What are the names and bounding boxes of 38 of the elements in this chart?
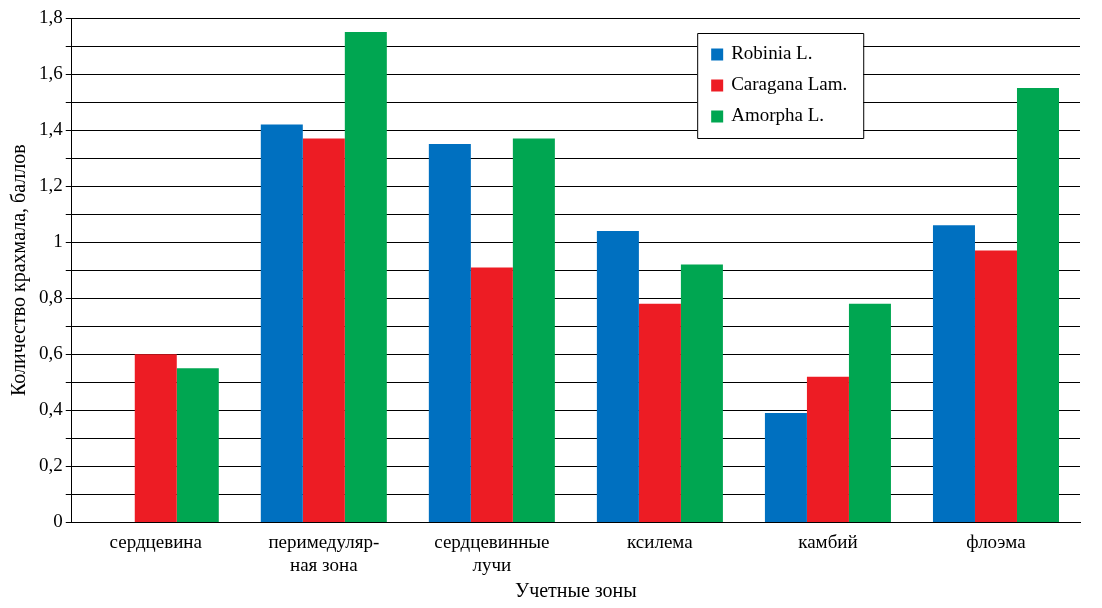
x-axis-title: Учетные зоны [514, 579, 637, 602]
x-tick-label: сердцевина [109, 530, 203, 552]
bar [302, 138, 345, 522]
text: 0,4 [39, 398, 63, 420]
bar [932, 225, 975, 522]
bar [176, 368, 219, 522]
bar [428, 144, 471, 522]
text: 0,6 [39, 342, 63, 364]
bar [680, 264, 723, 522]
y-tick-label: 0 [53, 510, 63, 532]
legend-label: Robinia L. [731, 42, 813, 64]
bar [848, 303, 891, 522]
bar [470, 267, 513, 522]
text: 0,8 [39, 286, 63, 308]
y-axis-title: Количество крахмала, баллов [7, 144, 31, 397]
bar [764, 413, 807, 522]
x-tick-label: перимедуляр- ная зона [268, 530, 380, 575]
text: 1,4 [39, 118, 63, 140]
text: 1,2 [39, 174, 63, 196]
x-tick-label: камбий [798, 530, 858, 552]
x-tick-label: ксилема [627, 530, 694, 552]
text: 1,6 [39, 62, 63, 84]
text: 0,2 [39, 454, 63, 476]
bar [260, 124, 303, 522]
bar [806, 376, 849, 522]
bar [1016, 88, 1059, 522]
bar [512, 138, 555, 522]
x-tick-label: сердцевинные лучи [434, 530, 550, 575]
x-tick-label: флоэма [966, 530, 1027, 552]
legend-label: Caragana Lam. [731, 73, 848, 95]
bar [638, 303, 681, 522]
text: 1,8 [39, 5, 63, 27]
bar [134, 354, 177, 522]
legend-label: Amorpha L. [731, 104, 825, 126]
bar [596, 230, 639, 522]
bar [974, 250, 1017, 522]
y-tick-label: 1 [53, 230, 63, 252]
bar [344, 32, 387, 522]
